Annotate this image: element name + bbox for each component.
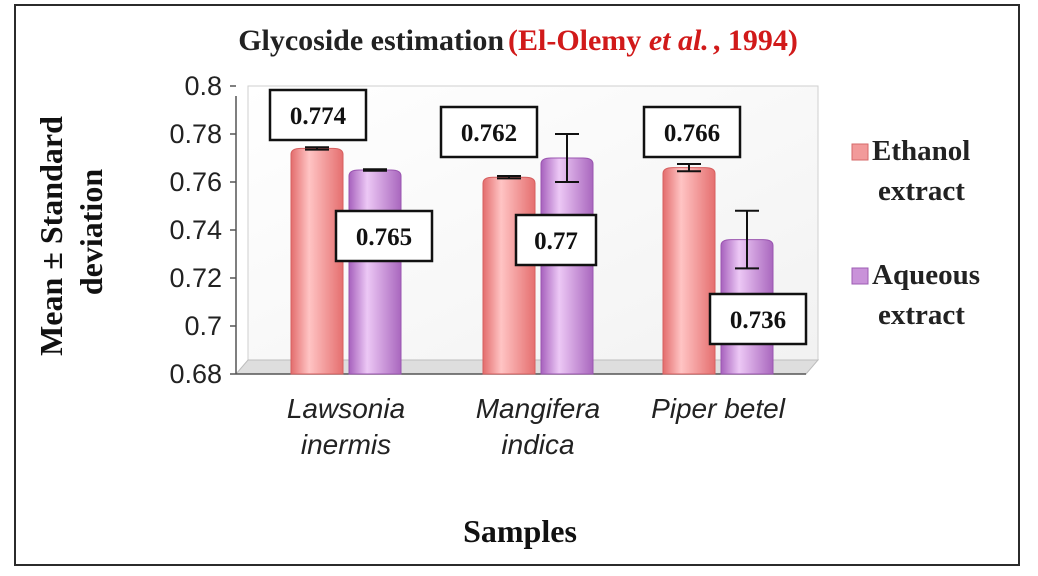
- y-tick-label: 0.7: [184, 311, 222, 341]
- bar-ethanol: [482, 176, 536, 375]
- bar-ethanol: [290, 147, 344, 375]
- legend-item-ethanol: Ethanol extract: [851, 135, 970, 207]
- y-tick-label: 0.78: [169, 119, 222, 149]
- y-tick-label: 0.76: [169, 167, 222, 197]
- svg-text:0.736: 0.736: [730, 307, 786, 334]
- svg-text:0.774: 0.774: [290, 103, 347, 130]
- data-label: 0.765: [334, 209, 434, 263]
- y-tick-label: 0.68: [169, 359, 222, 389]
- svg-text:0.765: 0.765: [356, 224, 412, 251]
- data-label: 0.774: [268, 88, 368, 142]
- data-label: 0.766: [642, 105, 742, 159]
- error-bar: [735, 209, 759, 270]
- y-tick-label: 0.8: [184, 71, 222, 101]
- x-tick-label: Piper betel: [651, 393, 786, 424]
- y-tick-labels: 0.8 0.78 0.76 0.74 0.72 0.7 0.68: [169, 71, 236, 389]
- y-tick-label: 0.72: [169, 263, 222, 293]
- chart-title-citation-suffix: , 1994): [713, 24, 798, 57]
- bar-ethanol: [662, 167, 716, 375]
- svg-text:0.766: 0.766: [664, 120, 720, 147]
- data-labels: 0.774 0.765 0.762 0.77 0.766 0.736: [268, 88, 808, 346]
- x-tick-label: Mangifera indica: [476, 393, 601, 460]
- legend-label: Ethanol extract: [872, 135, 970, 207]
- data-label: 0.736: [708, 292, 808, 346]
- x-tick-label: Lawsonia inermis: [287, 393, 405, 460]
- chart-title-citation-prefix: (El-Olemy: [508, 24, 649, 57]
- chart-title-main: Glycoside estimation: [238, 24, 504, 57]
- error-bar: [497, 175, 521, 180]
- bar-aqueous: [348, 169, 402, 375]
- y-tick-label: 0.74: [169, 215, 222, 245]
- legend-swatch: [851, 143, 869, 161]
- legend-swatch: [851, 267, 869, 285]
- error-bar: [677, 163, 701, 173]
- error-bar: [555, 133, 579, 183]
- chart-title: Glycoside estimation (El-Olemy et al. , …: [238, 24, 798, 57]
- svg-text:0.762: 0.762: [461, 120, 517, 147]
- data-label: 0.77: [514, 213, 598, 267]
- x-axis-title: Samples: [463, 513, 577, 549]
- legend-item-aqueous: Aqueous extract: [851, 259, 980, 331]
- svg-text:0.77: 0.77: [534, 228, 578, 255]
- legend: Ethanol extract Aqueous extract: [851, 135, 980, 331]
- data-label: 0.762: [439, 105, 539, 159]
- y-axis-title: Mean ± Standard deviation: [33, 108, 109, 356]
- y-axis-title-line-2: deviation: [73, 169, 109, 295]
- chart-title-citation-italic: et al.: [649, 24, 709, 57]
- error-bar: [305, 146, 329, 151]
- error-bar: [363, 168, 387, 172]
- legend-label: Aqueous extract: [872, 259, 980, 331]
- y-axis-title-line-1: Mean ± Standard: [33, 116, 69, 356]
- x-tick-labels: Lawsonia inermis Mangifera indica Piper bete…: [287, 393, 786, 460]
